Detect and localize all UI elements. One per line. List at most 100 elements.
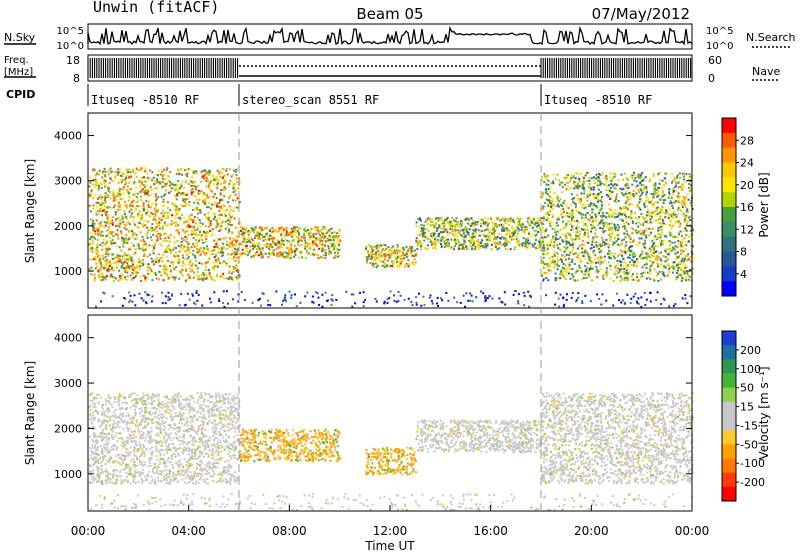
power-colorbar-segment — [722, 177, 736, 193]
cpid-segment-label: Ituseq -8510 RF — [91, 93, 199, 107]
power-colorbar-segment — [722, 162, 736, 178]
power-colorbar-tick-label: 20 — [740, 179, 754, 192]
velocity-colorbar-segment — [722, 401, 736, 417]
velocity-colorbar-tick-label: -50 — [740, 438, 758, 451]
velocity-colorbar-tick-label: -100 — [740, 457, 765, 470]
power-colorbar-segment — [722, 266, 736, 282]
velocity-colorbar-tick-label: -15 — [740, 419, 758, 432]
freq-strip: Freq. [MHz] 18 8 60 0 Nave — [4, 54, 780, 85]
x-tick-label: 08:00 — [272, 524, 307, 538]
velocity-colorbar-segment — [722, 373, 736, 389]
power-colorbar-segment — [722, 207, 736, 223]
velocity-colorbar-segment — [722, 458, 736, 474]
x-tick-label: 12:00 — [373, 524, 408, 538]
nsearch-label: N.Search — [746, 31, 796, 44]
freq-sweep-1 — [87, 58, 239, 78]
nsky-trace — [87, 25, 693, 46]
nsky-label: N.Sky — [4, 31, 36, 44]
power-ytick-label: 3000 — [54, 175, 82, 188]
freq-tick-top: 18 — [66, 54, 80, 67]
velocity-colorbar-tick-label: 200 — [740, 344, 761, 357]
velocity-colorbar-frame — [721, 330, 737, 502]
velocity-colorbar-segment — [722, 345, 736, 360]
velocity-colorbar-segment — [722, 416, 736, 431]
power-feature-2 — [239, 225, 342, 260]
power-colorbar-segment — [722, 147, 736, 163]
x-tick-label: 20:00 — [574, 524, 609, 538]
x-tick-label: 04:00 — [171, 524, 206, 538]
velocity-colorbar-segment — [722, 430, 736, 445]
nsky-tick-bottom: 10^0 — [57, 41, 84, 52]
power-colorbar-tick-label: 12 — [740, 223, 754, 236]
power-colorbar-segment — [722, 221, 736, 238]
velocity-colorbar-segment — [722, 331, 736, 346]
x-tick-label: 00:00 — [71, 524, 106, 538]
velocity-ytick-label: 2000 — [54, 422, 82, 435]
beam-title: Beam 05 — [356, 5, 423, 23]
power-colorbar-tick-label: 8 — [740, 246, 747, 259]
freq-sweep-2 — [540, 58, 692, 78]
power-colorbar-segment — [722, 118, 736, 134]
velocity-ytick-label: 3000 — [54, 377, 82, 390]
freq-label-bottom: [MHz] — [4, 67, 33, 78]
nsearch-tick-top: 10^5 — [706, 26, 733, 37]
velocity-feature-2 — [239, 428, 342, 463]
power-feature-5 — [541, 171, 694, 282]
nsky-tick-top: 10^5 — [57, 26, 84, 37]
cpid-segment-label: stereo_scan 8551 RF — [242, 93, 379, 107]
velocity-colorbar-segment — [722, 359, 736, 374]
power-colorbar-tick-label: 4 — [740, 268, 747, 281]
power-ytick-label: 2000 — [54, 220, 82, 233]
velocity-colorbar-segment — [722, 486, 736, 502]
velocity-ytick-label: 4000 — [54, 332, 82, 345]
power-colorbar-tick-label: 28 — [740, 134, 754, 147]
velocity-colorbar-segment — [722, 444, 736, 459]
nave-tick-top: 60 — [708, 54, 722, 67]
velocity-colorbar: 200 100 50 15 -15 -50 -100 -200 — [721, 330, 765, 502]
power-feature-1 — [88, 167, 241, 282]
power-ytick-label: 1000 — [54, 265, 82, 278]
power-panel: 1000 2000 3000 4000 Slant Range [km] 28 24 20… — [23, 112, 771, 309]
freq-label-top: Freq. — [4, 55, 29, 66]
x-axis-label: Time UT — [364, 539, 415, 553]
power-data — [88, 167, 694, 308]
nave-label: Nave — [752, 65, 780, 78]
nsearch-tick-bottom: 10^0 — [706, 41, 733, 52]
time-axis: 00:00 04:00 08:00 12:00 16:00 20:00 00:00 — [71, 505, 710, 538]
power-colorbar-label: Power [dB] — [757, 172, 771, 237]
velocity-panel: 1000 2000 3000 4000 Slant Range [km] 200 100… — [23, 314, 771, 512]
power-colorbar-segment — [722, 132, 736, 149]
x-tick-label: 16:00 — [473, 524, 508, 538]
power-ytick-label: 4000 — [54, 130, 82, 143]
velocity-feature-3 — [365, 446, 417, 476]
power-feature-3 — [365, 244, 418, 269]
station-title: Unwin (fitACF) — [93, 0, 219, 16]
cpid-label: CPID — [6, 88, 35, 101]
power-colorbar-segment — [722, 281, 736, 297]
power-colorbar-tick-label: 16 — [740, 201, 754, 214]
x-tick-label: 00:00 — [675, 524, 710, 538]
cpid-segment-label: Ituseq -8510 RF — [544, 93, 652, 107]
mode-boundaries — [238, 113, 542, 511]
power-ylabel: Slant Range [km] — [23, 159, 37, 263]
power-feature-4 — [415, 216, 543, 251]
velocity-feature-1 — [88, 392, 241, 485]
velocity-colorbar-tick-label: 15 — [740, 401, 754, 414]
velocity-ytick-label: 1000 — [54, 468, 82, 481]
power-colorbar-segment — [722, 251, 736, 267]
power-colorbar-segment — [722, 236, 736, 252]
power-noise — [95, 290, 692, 308]
velocity-colorbar-tick-label: 100 — [740, 363, 761, 376]
velocity-feature-4 — [415, 419, 543, 454]
velocity-data — [88, 392, 694, 511]
freq-trace — [87, 58, 692, 78]
cpid-strip: CPID Ituseq -8510 RF stereo_scan 8551 RF I… — [6, 84, 652, 107]
power-colorbar-segment — [722, 192, 736, 208]
freq-tick-bottom: 8 — [73, 72, 80, 85]
velocity-colorbar-segment — [722, 472, 736, 488]
velocity-colorbar-tick-label: 50 — [740, 382, 754, 395]
velocity-colorbar-label: Velocity [m s⁻¹] — [757, 366, 771, 459]
date-title: 07/May/2012 — [592, 5, 690, 23]
nsky-strip: N.Sky 10^5 10^0 10^5 10^0 N.Search — [4, 23, 796, 52]
